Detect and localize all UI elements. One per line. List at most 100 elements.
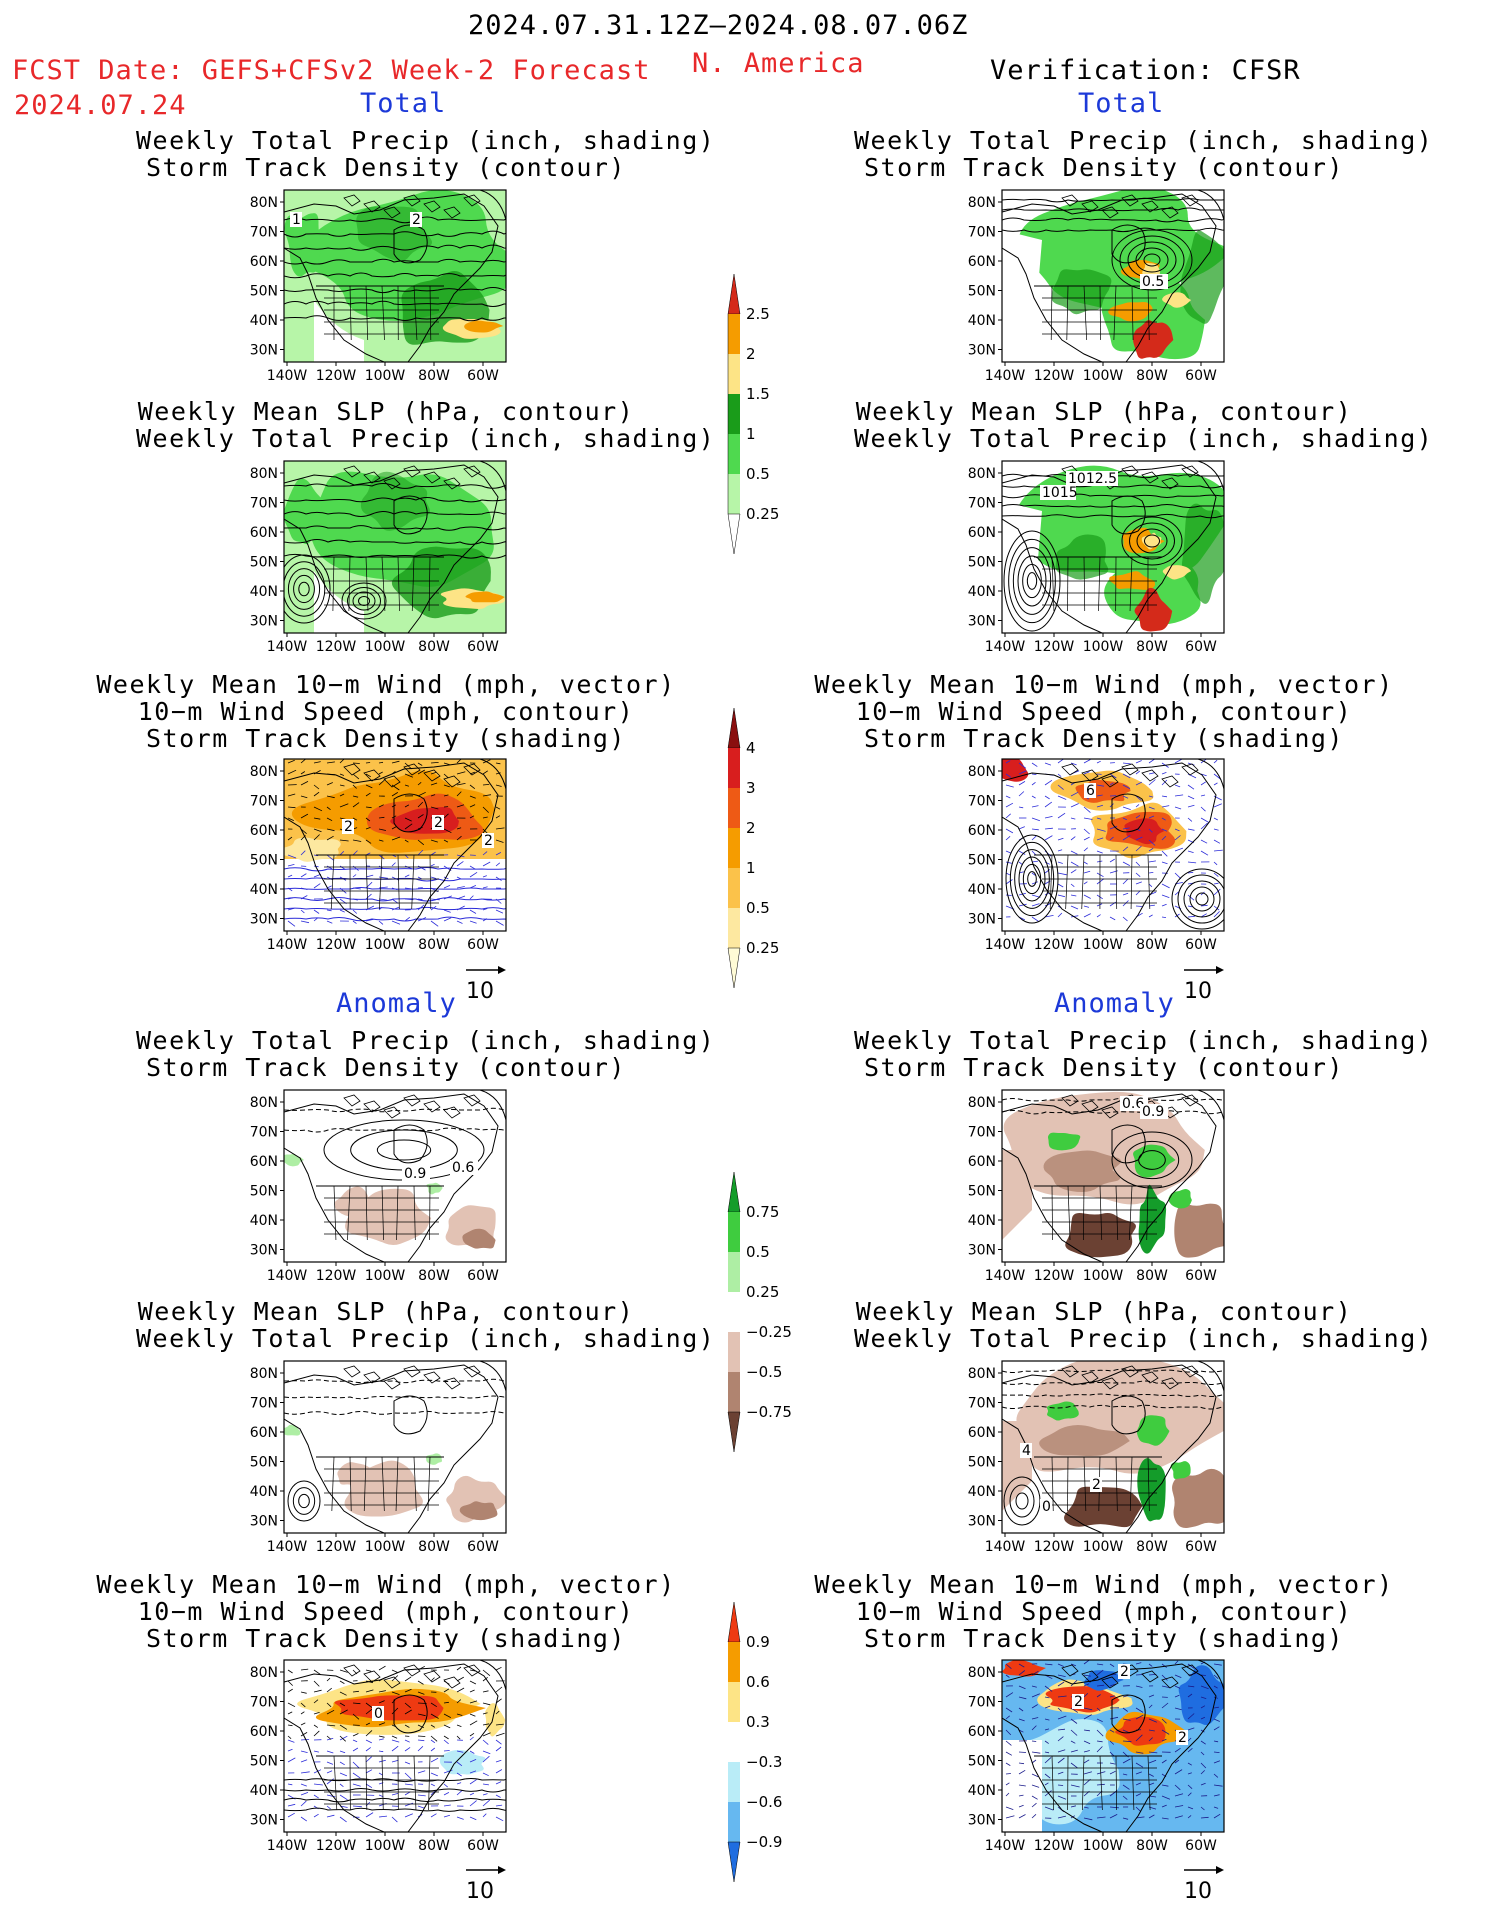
coastline	[479, 759, 506, 790]
coastline	[443, 477, 461, 490]
wind-vector	[482, 851, 488, 856]
wind-vector	[443, 794, 449, 797]
lat-label: 30N	[968, 343, 996, 359]
wind-vector	[456, 1772, 462, 1777]
wind-vector	[378, 876, 388, 879]
coastline	[479, 1660, 506, 1691]
border-line	[1146, 1185, 1149, 1241]
shading-region	[314, 300, 364, 362]
wind-vector	[404, 839, 409, 843]
wind-vector	[300, 1732, 308, 1737]
wind-vector	[1122, 1758, 1131, 1764]
wind-vector	[495, 1739, 502, 1745]
wind-vector	[1070, 1679, 1078, 1687]
contour-line	[1002, 1380, 1224, 1386]
lat-label: 70N	[968, 1396, 996, 1412]
wind-vector	[1187, 1713, 1195, 1720]
wind-vector	[1109, 1751, 1115, 1757]
wind-vector	[443, 1701, 449, 1704]
wind-vector	[1057, 812, 1066, 819]
wind-vector	[1200, 806, 1206, 812]
wind-vector	[1200, 1751, 1205, 1756]
coastline	[1002, 1663, 1217, 1832]
lat-label: 50N	[968, 853, 996, 869]
coastline	[443, 1106, 461, 1119]
vector-ref-total-left: 10	[466, 966, 506, 1004]
wind-vector	[1135, 781, 1142, 786]
map-frame	[1001, 1360, 1225, 1534]
wind-vector	[1005, 813, 1011, 819]
wind-vector	[469, 895, 474, 900]
wind-vector	[1083, 1817, 1093, 1821]
wind-vector	[482, 1712, 488, 1715]
wind-vector	[1057, 1707, 1062, 1712]
wind-vector	[1083, 836, 1090, 841]
wind-vector	[404, 1702, 411, 1709]
wind-vector	[1018, 1804, 1024, 1808]
wind-vector	[1005, 802, 1014, 808]
wind-vector	[1187, 1663, 1195, 1669]
wind-vector	[300, 850, 306, 856]
lon-label: 140W	[985, 1268, 1026, 1284]
wind-vector	[300, 1771, 310, 1774]
wind-vector	[352, 773, 360, 780]
lat-label: 40N	[250, 882, 278, 898]
lat-label: 40N	[968, 1783, 996, 1799]
wind-vector	[1148, 1773, 1154, 1777]
wind-vector	[391, 836, 401, 841]
map-layers: 80N 70N 60N 50N 40N 30N 140W 120W 100W 80W 60W	[250, 1360, 507, 1555]
lat-label: 60N	[250, 254, 278, 270]
lat-label: 50N	[250, 1754, 278, 1770]
wind-vector	[456, 771, 466, 775]
colorbar-segment	[728, 1762, 740, 1802]
wind-vector	[1083, 1683, 1090, 1687]
colorbar-precip-anomaly: 0.75 0.5 0.25 −0.25 −0.5 −0.75	[727, 1171, 792, 1453]
wind-vector	[365, 874, 374, 878]
title-p5: Weekly Mean 10−m Wind (mph, vector) 10−m…	[86, 671, 686, 752]
wind-vector	[1213, 905, 1220, 911]
wind-vector	[339, 1709, 348, 1715]
wind-vector	[1174, 1674, 1182, 1678]
lat-label: 40N	[968, 313, 996, 329]
wind-vector	[365, 1783, 373, 1789]
contour-label-bg	[342, 819, 354, 834]
wind-vector	[1148, 872, 1154, 874]
wind-vector	[339, 1669, 348, 1673]
wind-vector	[456, 759, 462, 764]
map-forecast-anomaly-wind: 0 80N 70N 60N 50N 40N 30N 140W 120W 100W 80W 60W	[250, 1659, 507, 1854]
coastline	[393, 1395, 428, 1435]
wind-vector	[469, 1720, 478, 1726]
contour-line	[1111, 229, 1193, 291]
wind-vector	[443, 1783, 448, 1788]
coastline	[284, 762, 499, 931]
wind-vector	[495, 827, 505, 830]
wind-vector	[482, 908, 488, 911]
border-line	[1081, 854, 1085, 910]
coastline	[1002, 1364, 1217, 1533]
shading-region	[1002, 1150, 1032, 1240]
border-line	[428, 1755, 431, 1811]
wind-vector	[1018, 806, 1024, 809]
wind-vector	[1070, 803, 1079, 808]
colorbar-segment	[728, 1292, 740, 1332]
coastline	[1161, 1377, 1179, 1390]
lat-label: 80N	[968, 195, 996, 211]
wind-vector	[1005, 828, 1014, 834]
wind-vector	[1057, 1674, 1066, 1677]
wind-vector	[1005, 879, 1013, 885]
wind-vector	[495, 1769, 503, 1774]
wind-vector	[469, 1680, 477, 1685]
coastline	[423, 200, 441, 213]
contour-line	[284, 1107, 506, 1113]
lon-label: 80W	[418, 1268, 450, 1284]
map-forecast-total-slp: 80N 70N 60N 50N 40N 30N 140W 120W 100W 80W 60W	[250, 460, 507, 655]
shading-region	[1172, 1468, 1224, 1529]
wind-vector	[326, 1814, 335, 1818]
contour-line	[284, 886, 506, 890]
lat-label: 30N	[968, 1243, 996, 1259]
wind-vector	[430, 920, 439, 927]
border-line	[1147, 854, 1151, 910]
wind-vector	[1122, 806, 1131, 810]
lon-label: 60W	[1185, 1838, 1217, 1854]
wind-vector	[1018, 1769, 1026, 1775]
